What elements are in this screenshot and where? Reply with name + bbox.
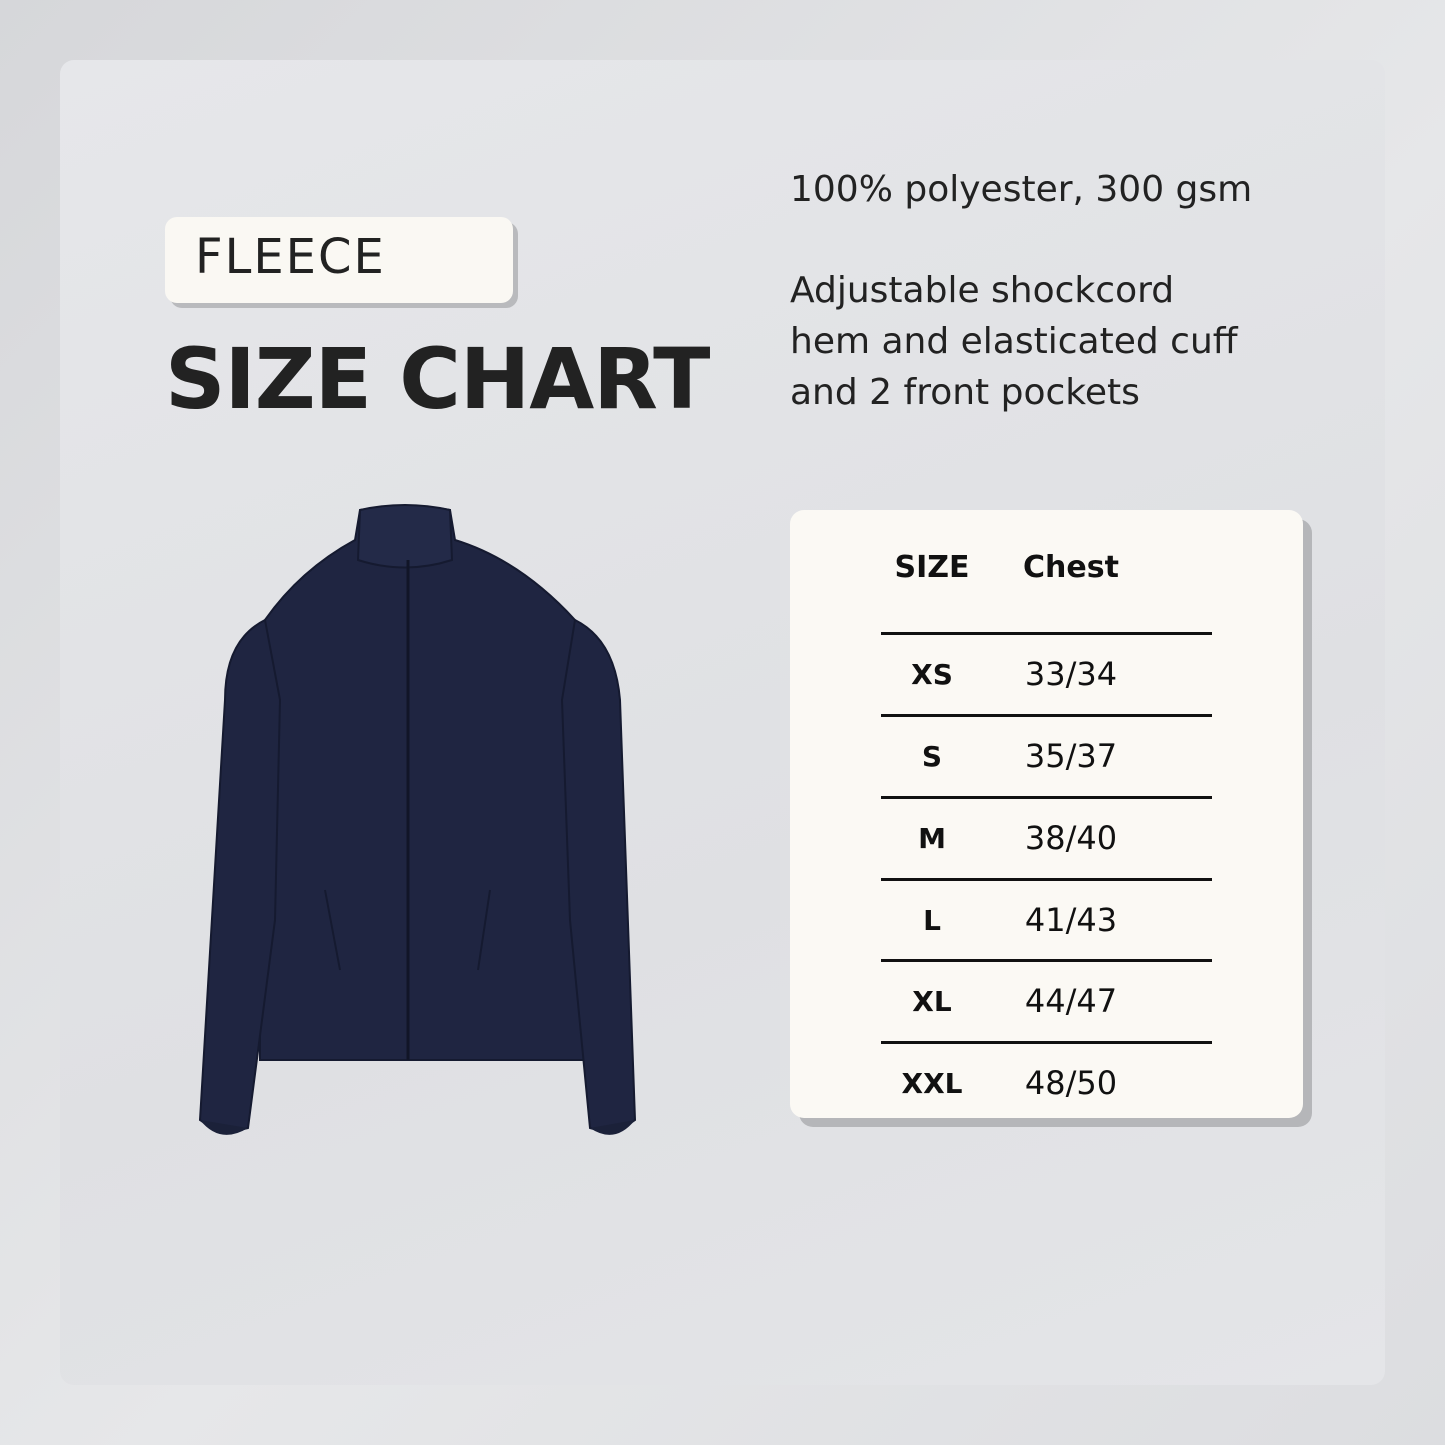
table-row: XS 33/34 [881, 632, 1212, 717]
size-cell: XXL [901, 1067, 963, 1100]
category-badge: FLEECE [165, 217, 513, 303]
table-row: XXL 48/50 [881, 1041, 1212, 1126]
table-row: M 38/40 [881, 796, 1212, 881]
feature-line: Adjustable shockcord [790, 270, 1175, 311]
chest-cell: 41/43 [1024, 901, 1118, 939]
size-cell: S [921, 740, 943, 773]
table-row: L 41/43 [881, 878, 1212, 963]
page-title: SIZE CHART [165, 330, 710, 428]
chest-cell: 44/47 [1024, 982, 1118, 1020]
chest-cell: 48/50 [1024, 1064, 1118, 1102]
material-text: 100% polyester, 300 gsm [790, 169, 1253, 210]
chest-cell: 38/40 [1024, 819, 1118, 857]
features-text: Adjustable shockcord hem and elasticated… [790, 265, 1238, 418]
size-cell: XL [912, 985, 952, 1018]
table-row: S 35/37 [881, 714, 1212, 799]
table-row: XL 44/47 [881, 959, 1212, 1044]
size-table: SIZE Chest XS 33/34 S 35/37 M 38/40 L 41/43 … [790, 510, 1303, 1118]
badge-label: FLEECE [195, 229, 386, 285]
feature-line: hem and elasticated cuff [790, 321, 1238, 362]
size-cell: XS [911, 658, 953, 691]
feature-line: and 2 front pockets [790, 372, 1140, 413]
chest-cell: 33/34 [1024, 655, 1118, 693]
header-chest: Chest [1023, 550, 1119, 585]
fleece-jacket-image [198, 504, 637, 1135]
size-cell: L [923, 904, 941, 937]
chest-cell: 35/37 [1024, 737, 1118, 775]
header-size: SIZE [894, 550, 970, 585]
size-cell: M [918, 822, 946, 855]
